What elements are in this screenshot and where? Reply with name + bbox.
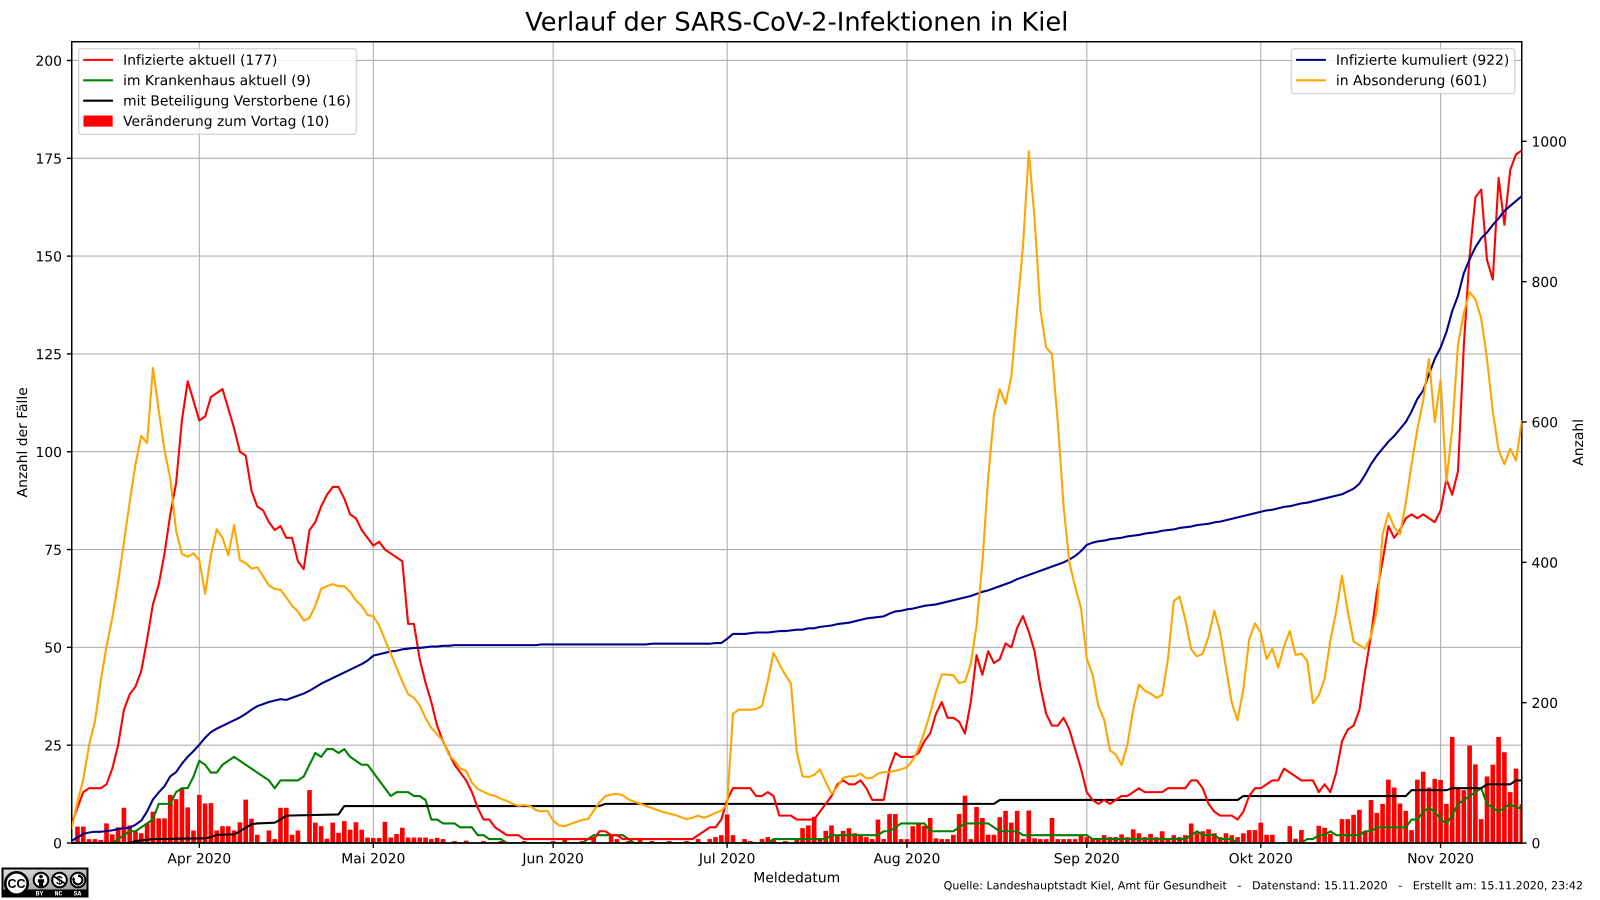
svg-text:CC: CC: [7, 877, 25, 891]
svg-text:BY: BY: [36, 890, 44, 897]
svg-text:SA: SA: [74, 890, 82, 897]
svg-text:NC: NC: [55, 890, 63, 897]
